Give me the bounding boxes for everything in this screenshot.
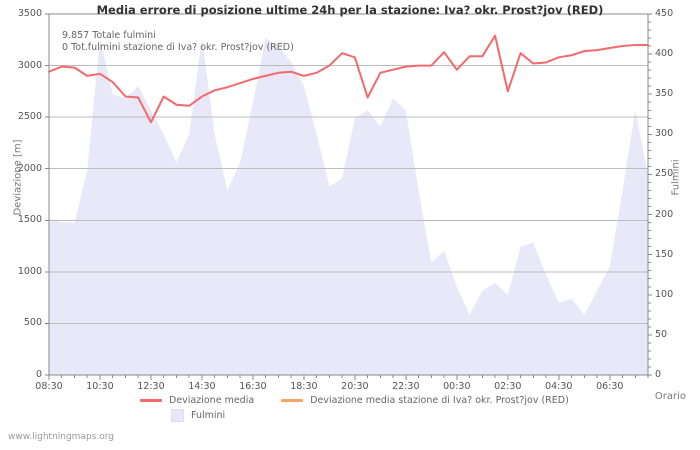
annotation-total-lightning: 9.857 Totale fulmini (62, 30, 156, 41)
x-axis-label: Orario (654, 391, 686, 402)
legend-row-primary: Deviazione media Deviazione media stazio… (140, 395, 593, 406)
y-tick-right-4: 200 (655, 208, 674, 220)
y-tick-right-0: 0 (655, 369, 662, 380)
x-tick-0: 08:30 (35, 381, 63, 392)
y-tick-right-7: 350 (655, 88, 674, 100)
legend-swatch-line-red (140, 399, 162, 402)
y-tick-left-2: 1000 (17, 265, 42, 277)
legend-swatch-area-lavender (171, 409, 184, 422)
x-tick-3: 14:30 (188, 381, 216, 392)
legend-swatch-line-orange (281, 399, 304, 402)
y-tick-right-9: 450 (655, 8, 674, 19)
y-tick-left-4: 2000 (17, 162, 42, 174)
y-tick-right-6: 300 (655, 128, 674, 140)
y-tick-left-0: 0 (35, 369, 42, 380)
legend-row-secondary: Fulmini (166, 409, 249, 422)
y-tick-left-6: 3000 (17, 59, 42, 71)
x-tick-8: 00:30 (443, 381, 471, 392)
y-tick-left-3: 1500 (17, 214, 42, 226)
y-tick-right-5: 250 (655, 168, 674, 180)
y-tick-left-1: 500 (23, 317, 42, 329)
legend-label-1: Deviazione media stazione di Iva? okr. P… (310, 395, 569, 406)
legend-item-fulmini: Fulmini (166, 409, 225, 422)
y-tick-right-2: 100 (655, 288, 674, 300)
footer-attribution: www.lightningmaps.org (8, 432, 114, 442)
x-tick-4: 16:30 (239, 381, 267, 392)
y-tick-left-5: 2500 (17, 111, 42, 123)
x-tick-1: 10:30 (86, 381, 114, 392)
x-tick-10: 04:30 (545, 381, 573, 392)
x-tick-2: 12:30 (137, 381, 165, 392)
y-tick-right-8: 400 (655, 48, 674, 60)
annotation-station-lightning: 0 Tot.fulmini stazione di Iva? okr. Pros… (62, 42, 294, 53)
legend-item-deviazione-stazione: Deviazione media stazione di Iva? okr. P… (281, 395, 569, 406)
legend-item-deviazione-media: Deviazione media (140, 395, 254, 406)
x-tick-11: 06:30 (596, 381, 624, 392)
x-tick-9: 02:30 (494, 381, 522, 392)
page-title: Media errore di posizione ultime 24h per… (96, 3, 604, 17)
y-axis-label-left: Deviazione [m] (12, 139, 24, 216)
legend-label-0: Deviazione media (169, 395, 255, 406)
x-tick-7: 22:30 (392, 381, 420, 392)
y-tick-right-3: 150 (655, 248, 674, 260)
legend-label-2: Fulmini (191, 410, 226, 421)
y-tick-right-1: 50 (655, 328, 668, 340)
x-tick-5: 18:30 (290, 381, 318, 392)
x-tick-6: 20:30 (341, 381, 369, 392)
y-tick-left-7: 3500 (17, 8, 42, 19)
